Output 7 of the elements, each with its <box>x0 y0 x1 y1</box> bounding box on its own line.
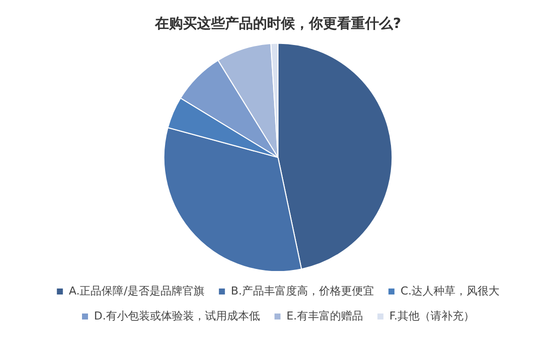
chart-title: 在购买这些产品的时候，你更看重什么? <box>154 15 402 32</box>
legend-label: E.有丰富的赠品 <box>286 309 363 322</box>
legend-label: D.有小包装或体验装，试用成本低 <box>94 309 260 322</box>
legend-label: B.产品丰富度高，价格更便宜 <box>230 284 374 298</box>
legend-label: A.正品保障/是否是品牌官旗 <box>68 284 204 298</box>
legend-label: F.其他（请补充） <box>389 309 474 322</box>
legend-label: C.达人种草，风很大 <box>400 284 500 298</box>
